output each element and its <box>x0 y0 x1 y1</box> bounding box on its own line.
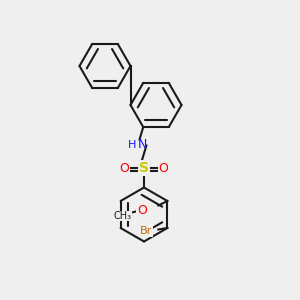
Text: H: H <box>128 140 136 151</box>
Text: S: S <box>139 161 149 175</box>
Text: N: N <box>138 137 147 151</box>
Text: O: O <box>137 203 147 217</box>
Text: O: O <box>120 161 129 175</box>
Text: O: O <box>159 161 168 175</box>
Text: CH₃: CH₃ <box>113 211 131 221</box>
Text: Br: Br <box>140 226 152 236</box>
